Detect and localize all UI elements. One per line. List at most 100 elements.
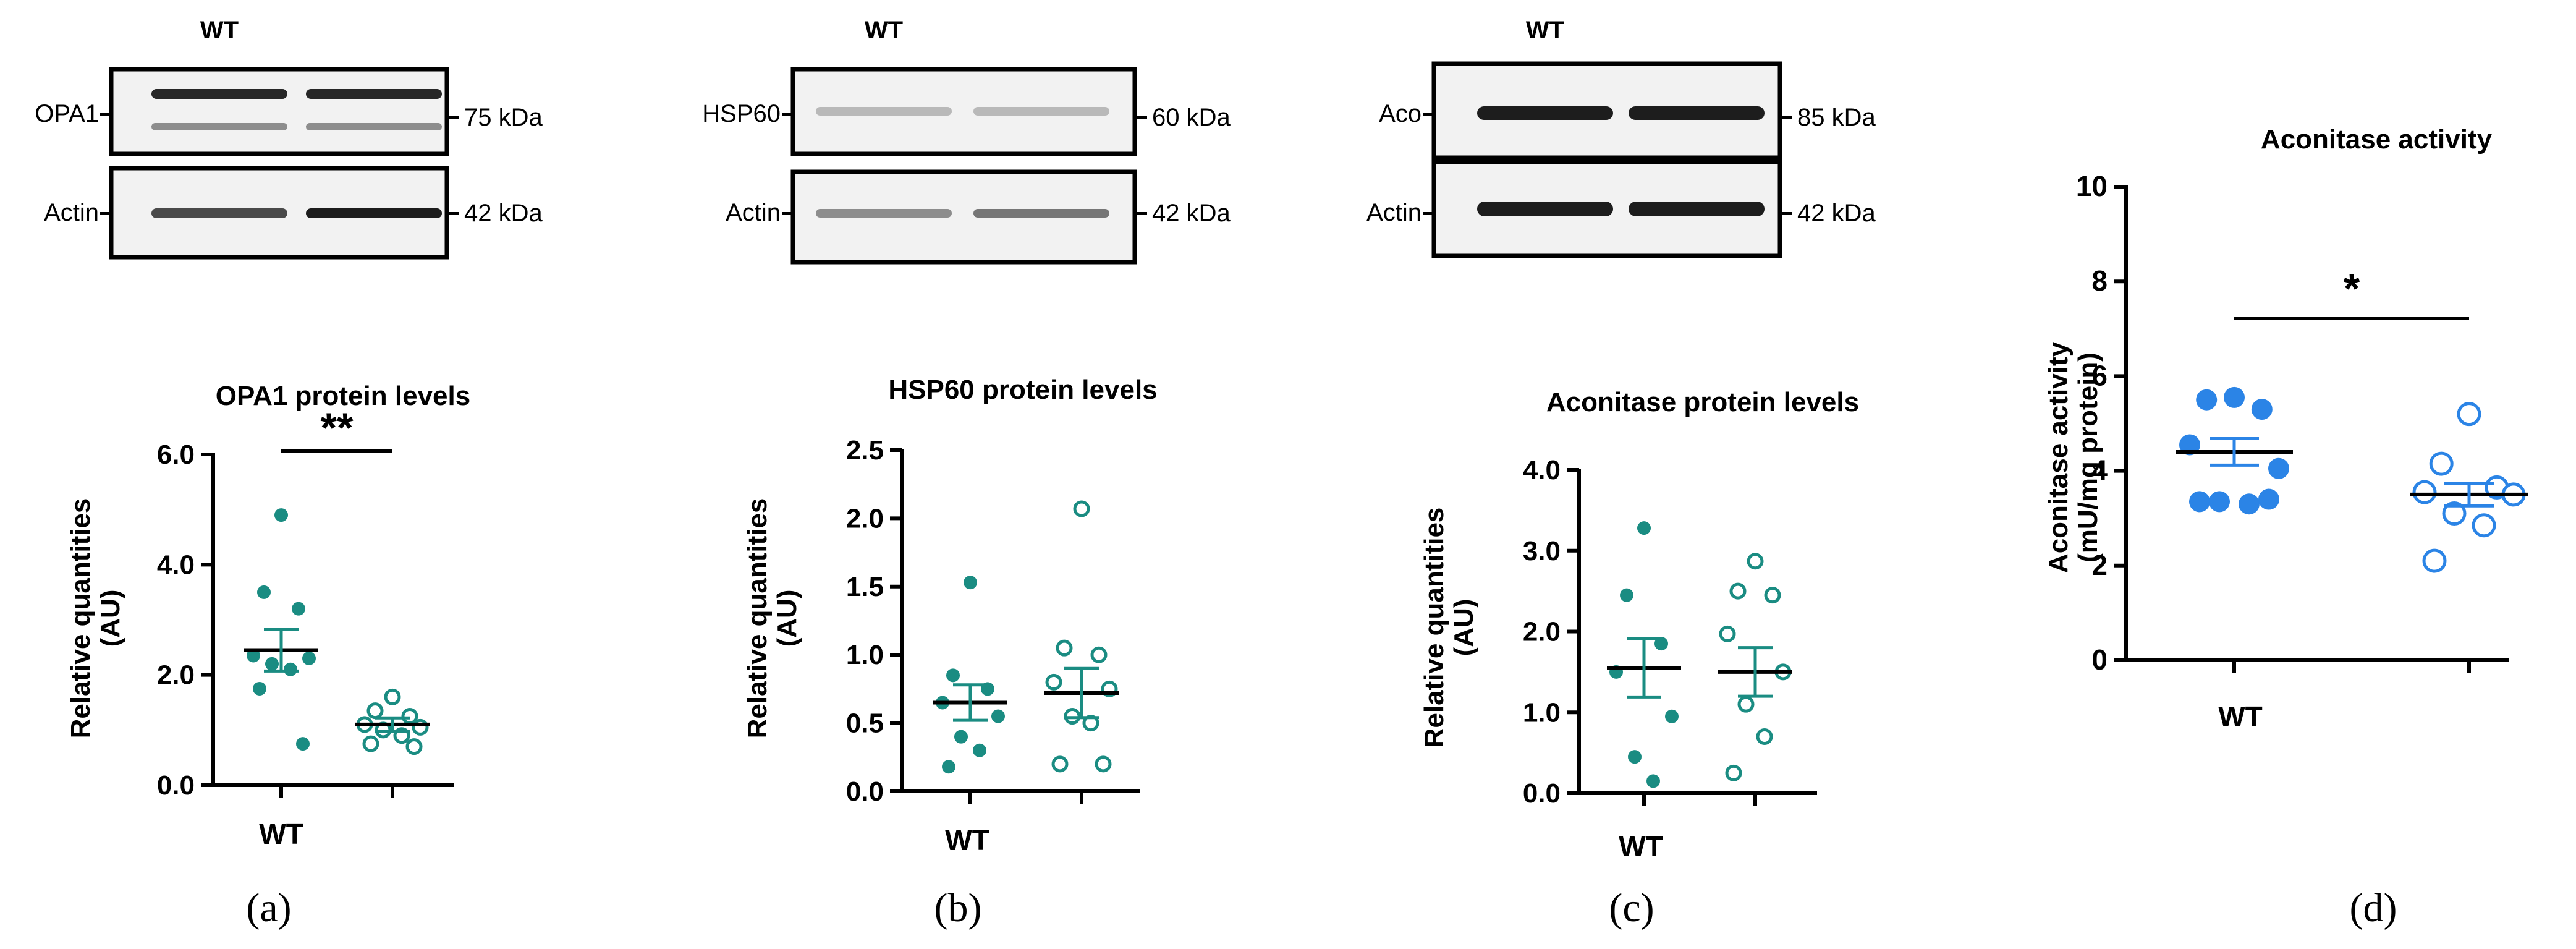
- blot-wt-label: WT: [1526, 17, 1564, 44]
- chart-title: Aconitase activity: [2261, 124, 2493, 155]
- data-point: [296, 737, 310, 751]
- data-point: [2209, 491, 2230, 513]
- data-point: [1620, 588, 1633, 602]
- blot-wt-label: WT: [200, 17, 239, 44]
- y-tick-label: 0.0: [846, 777, 884, 807]
- data-point: [1756, 728, 1773, 745]
- blot-band: [306, 208, 442, 218]
- y-tick-label: 0: [2091, 644, 2108, 676]
- x-tick-label-wt: WT: [1619, 830, 1663, 862]
- y-tick-label: 3.0: [1523, 536, 1561, 566]
- blot-band: [151, 123, 287, 130]
- data-point: [1045, 673, 1062, 691]
- data-point: [1051, 755, 1069, 773]
- y-tick-label: 6: [2091, 359, 2108, 391]
- y-tick-label: 0.0: [157, 770, 195, 801]
- data-point: [2258, 488, 2279, 510]
- blot-band: [973, 209, 1109, 218]
- data-point: [362, 735, 379, 752]
- data-point: [302, 651, 316, 665]
- panel-label-d: (d): [2350, 885, 2397, 930]
- blot-wt-label: WT: [865, 17, 903, 44]
- data-point: [1628, 750, 1642, 764]
- data-point: [1095, 755, 1112, 773]
- y-axis-label-line1: Relative quantities: [742, 498, 773, 739]
- y-axis-label-line1: Relative quantities: [1419, 508, 1449, 748]
- western-blot-2: WT HSP60 Actin 60 kDa 42 kDa: [702, 17, 1231, 265]
- chart-title: OPA1 protein levels: [216, 381, 470, 411]
- y-tick-label: 0.0: [1523, 778, 1561, 809]
- chart-title: HSP60 protein levels: [888, 375, 1157, 405]
- blot-bottom-kda: 42 kDa: [1152, 200, 1231, 227]
- data-point: [2472, 513, 2496, 538]
- blot-band: [973, 107, 1109, 116]
- y-tick-label: 4: [2091, 454, 2108, 487]
- panel-label-b: (b): [934, 885, 982, 930]
- significance-stars: **: [321, 404, 354, 451]
- y-tick-label: 8: [2091, 265, 2108, 297]
- data-point: [991, 709, 1005, 723]
- chart-3: Aconitase protein levels 0.0 1.0 2.0 3.0 4.0 W…: [1419, 387, 1859, 862]
- blot-top-kda: 75 kDa: [464, 104, 543, 131]
- blot-band: [1629, 202, 1765, 216]
- data-point: [1719, 625, 1736, 642]
- data-point: [1729, 582, 1747, 600]
- y-axis-label: Relative quantities(AU): [66, 498, 125, 739]
- data-point: [274, 508, 288, 522]
- data-point: [2251, 399, 2273, 420]
- data-point: [942, 760, 955, 774]
- blot-band: [151, 89, 287, 99]
- data-point: [964, 576, 977, 590]
- data-point: [1073, 500, 1090, 517]
- blot-top-protein-label: OPA1: [35, 100, 99, 127]
- significance-stars: *: [2344, 265, 2360, 312]
- data-point: [2457, 402, 2481, 427]
- y-axis-label-line1: Aconitase activity: [2043, 341, 2074, 573]
- blot-band: [1477, 202, 1613, 216]
- data-point: [2422, 548, 2447, 573]
- data-point: [265, 657, 279, 671]
- y-tick-label: 2.0: [157, 660, 195, 691]
- blot-top-frame: [109, 67, 449, 156]
- y-tick-label: 6.0: [157, 440, 195, 470]
- data-point: [954, 730, 968, 744]
- data-point: [1747, 553, 1764, 570]
- data-point: [1646, 774, 1660, 788]
- data-point: [292, 602, 305, 616]
- blot-band: [816, 209, 952, 218]
- data-point: [253, 681, 266, 696]
- y-axis-label-line2: (AU): [772, 590, 802, 647]
- western-blot-3: WT Aco Actin 85 kDa 42 kDa: [1366, 17, 1876, 258]
- data-point: [1725, 764, 1742, 781]
- chart-2: HSP60 protein levels 0.0 0.5 1.0 1.5 2.0 2.5 WT…: [742, 375, 1158, 856]
- y-tick-label: 4.0: [1523, 455, 1561, 485]
- blot-band: [151, 208, 287, 218]
- blot-top-frame: [790, 67, 1137, 156]
- y-tick-label: 2.5: [846, 435, 884, 466]
- data-point: [1090, 646, 1108, 663]
- data-point: [2224, 386, 2245, 408]
- x-tick-label-wt: WT: [945, 824, 989, 856]
- blot-bottom-protein-label: Actin: [1366, 199, 1421, 226]
- data-point: [2189, 491, 2210, 513]
- y-axis-label-line2: (mU/mg protein): [2073, 352, 2103, 563]
- y-axis-label: Relative quantities(AU): [1419, 508, 1479, 748]
- blot-band: [1477, 106, 1613, 120]
- data-point: [2429, 451, 2454, 476]
- y-tick-label: 2.0: [846, 503, 884, 534]
- y-axis-label: Relative quantities(AU): [742, 498, 802, 739]
- chart-4: Aconitase activity 0 2 4 6 8 10 WT Aconitase act…: [2043, 124, 2528, 733]
- data-point: [2196, 389, 2218, 411]
- data-point: [1764, 587, 1781, 604]
- y-tick-label: 0.5: [846, 709, 884, 739]
- y-tick-label: 4.0: [157, 550, 195, 580]
- blot-bottom-protein-label: Actin: [726, 199, 781, 226]
- blot-top-kda: 85 kDa: [1797, 104, 1876, 131]
- data-point: [247, 649, 260, 663]
- blot-bottom-kda: 42 kDa: [1797, 200, 1876, 227]
- y-tick-label: 10: [2076, 170, 2108, 202]
- blot-top-protein-label: Aco: [1379, 100, 1421, 127]
- chart-1: OPA1 protein levels 0.0 2.0 4.0 6.0 WT Relativ…: [66, 381, 470, 850]
- data-point: [401, 708, 418, 725]
